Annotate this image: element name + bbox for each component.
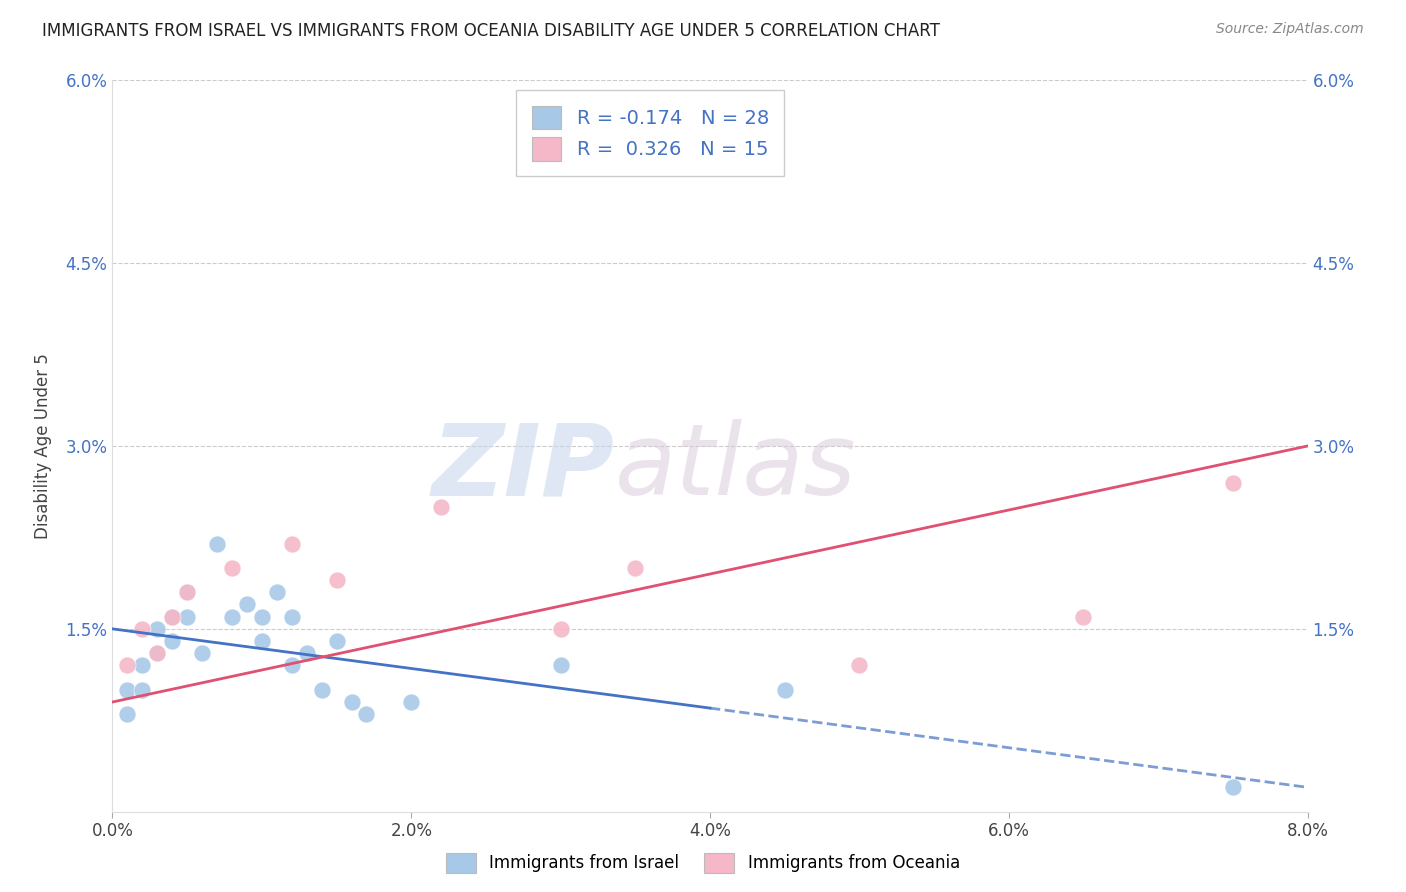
Point (295, 646, 318, 660)
Point (281, 609, 304, 624)
Point (430, 500, 453, 514)
Point (281, 536, 304, 550)
Point (401, 695, 423, 709)
Point (176, 609, 198, 624)
Point (131, 658, 153, 673)
Y-axis label: Disability Age Under 5: Disability Age Under 5 (34, 353, 52, 539)
Text: IMMIGRANTS FROM ISRAEL VS IMMIGRANTS FROM OCEANIA DISABILITY AGE UNDER 5 CORRELA: IMMIGRANTS FROM ISRAEL VS IMMIGRANTS FRO… (42, 22, 941, 40)
Point (1073, 609, 1095, 624)
Point (340, 695, 363, 709)
Point (311, 682, 333, 697)
Point (176, 585, 198, 599)
Point (131, 682, 153, 697)
Point (1222, 475, 1244, 490)
Legend: Immigrants from Israel, Immigrants from Oceania: Immigrants from Israel, Immigrants from … (439, 847, 967, 880)
Point (117, 707, 139, 722)
Point (191, 646, 214, 660)
Text: ZIP: ZIP (432, 419, 614, 516)
Point (162, 609, 183, 624)
Point (624, 561, 647, 575)
Point (266, 585, 288, 599)
Point (550, 658, 572, 673)
Point (325, 634, 347, 648)
Point (236, 598, 259, 612)
Point (281, 658, 304, 673)
Point (162, 634, 183, 648)
Point (669, 159, 692, 173)
Text: atlas: atlas (614, 419, 856, 516)
Point (146, 646, 169, 660)
Point (176, 585, 198, 599)
Point (205, 536, 228, 550)
Point (325, 573, 347, 587)
Point (146, 646, 169, 660)
Point (131, 622, 153, 636)
Legend: R = -0.174   N = 28, R =  0.326   N = 15: R = -0.174 N = 28, R = 0.326 N = 15 (516, 90, 785, 177)
Point (356, 707, 378, 722)
Point (221, 609, 243, 624)
Point (162, 609, 183, 624)
Point (221, 561, 243, 575)
Point (117, 682, 139, 697)
Point (1222, 780, 1244, 795)
Point (773, 682, 796, 697)
Point (250, 634, 273, 648)
Point (550, 622, 572, 636)
Point (146, 622, 169, 636)
Point (117, 658, 139, 673)
Text: Source: ZipAtlas.com: Source: ZipAtlas.com (1216, 22, 1364, 37)
Point (848, 658, 870, 673)
Point (250, 609, 273, 624)
